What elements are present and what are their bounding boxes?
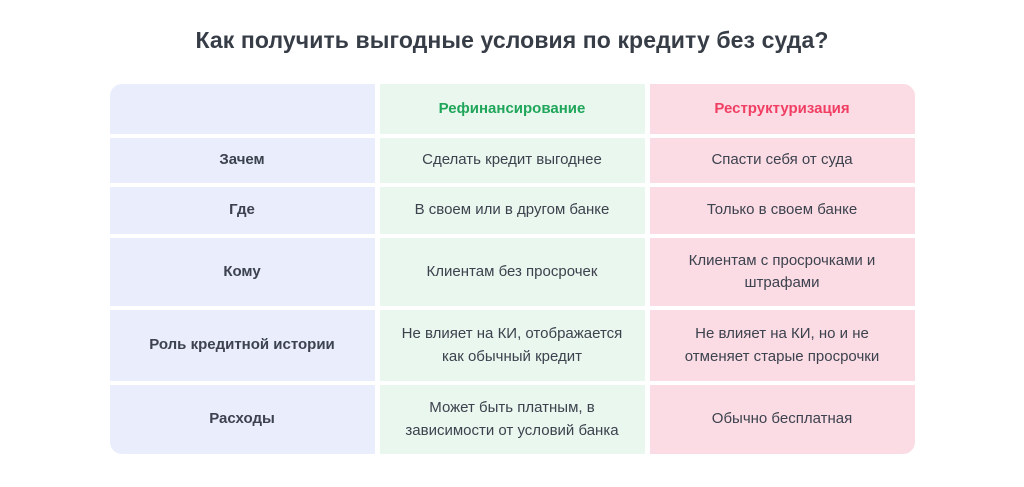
page-title: Как получить выгодные условия по кредиту… bbox=[195, 27, 829, 53]
cell-where-restructuring: Только в своем банке bbox=[649, 187, 915, 234]
header-restructuring: Реструктуризация bbox=[649, 84, 915, 134]
row-label-where: Где bbox=[109, 187, 375, 234]
cell-why-restructuring: Спасти себя от суда bbox=[649, 138, 915, 183]
row-label-why: Зачем bbox=[109, 138, 375, 183]
cell-costs-refinancing: Может быть платным, в зависимости от усл… bbox=[379, 385, 645, 454]
cell-why-refinancing: Сделать кредит выгоднее bbox=[379, 138, 645, 183]
row-label-credit-history: Роль кредитной истории bbox=[109, 310, 375, 381]
cell-where-refinancing: В своем или в другом банке bbox=[379, 187, 645, 234]
header-refinancing: Рефинансирование bbox=[379, 84, 645, 134]
row-label-costs: Расходы bbox=[109, 385, 375, 454]
cell-costs-restructuring: Обычно бесплатная bbox=[649, 385, 915, 454]
comparison-table: Рефинансирование Реструктуризация Зачем … bbox=[109, 84, 915, 454]
header-empty-cell bbox=[109, 84, 375, 134]
cell-credit-history-refinancing: Не влияет на КИ, отображается как обычны… bbox=[379, 310, 645, 381]
cell-whom-refinancing: Клиентам без просрочек bbox=[379, 238, 645, 306]
cell-credit-history-restructuring: Не влияет на КИ, но и не отменяет старые… bbox=[649, 310, 915, 381]
row-label-whom: Кому bbox=[109, 238, 375, 306]
cell-whom-restructuring: Клиентам с просрочками и штрафами bbox=[649, 238, 915, 306]
